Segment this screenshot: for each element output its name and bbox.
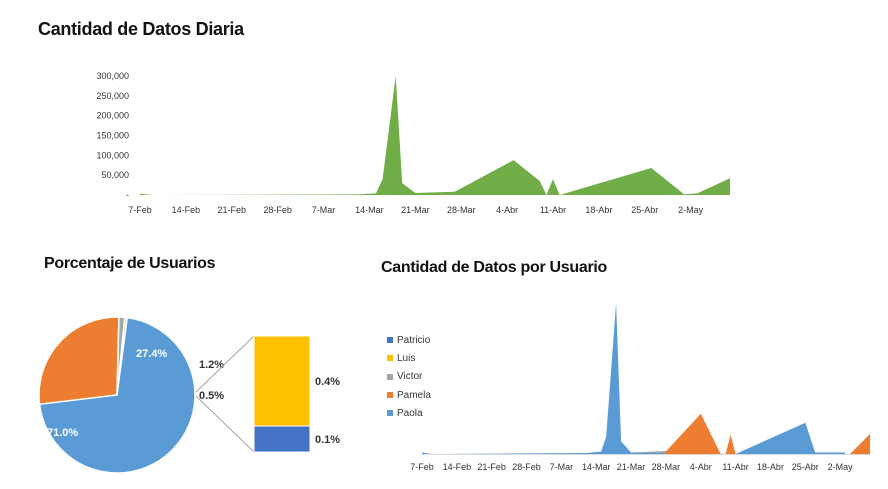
per-user-x-tick-label: 11-Abr — [722, 462, 748, 472]
daily-area-series — [140, 76, 730, 195]
per-user-x-tick-label: 21-Mar — [617, 462, 646, 472]
pie-slice-pamela — [38, 316, 120, 406]
daily-x-tick-label: 7-Mar — [312, 205, 336, 215]
legend-swatch — [387, 410, 393, 417]
daily-x-tick-label: 28-Feb — [263, 205, 292, 215]
legend-label: Pamela — [397, 389, 431, 401]
per-user-x-tick-label: 2-May — [828, 462, 854, 472]
per-user-x-tick-label: 18-Abr — [757, 462, 784, 472]
daily-y-tick-label: 50,000 — [101, 170, 129, 180]
per-user-area-paola — [422, 303, 846, 454]
legend-swatch — [387, 373, 393, 380]
bar-of-pie-patricio — [253, 425, 311, 453]
bar-of-pie-luis — [253, 335, 311, 427]
pie-label-luis-patricio: 0.5% — [199, 390, 224, 402]
per-user-x-tick-label: 14-Mar — [582, 462, 611, 472]
daily-x-tick-label: 14-Mar — [355, 205, 384, 215]
bar-of-pie-connector-top — [195, 335, 255, 393]
daily-x-tick-label: 21-Mar — [401, 205, 430, 215]
pie-slice-paola — [38, 316, 196, 474]
daily-y-tick-label: 300,000 — [96, 71, 129, 81]
pie-label-pamela: 27.4% — [136, 348, 167, 360]
per-user-x-tick-label: 28-Feb — [512, 462, 541, 472]
per-user-x-tick-label: 25-Abr — [792, 462, 819, 472]
legend-label: Paola — [397, 407, 423, 419]
legend-item-victor: Victor — [387, 368, 431, 386]
daily-x-tick-label: 2-May — [678, 205, 704, 215]
legend-swatch — [387, 355, 393, 362]
per-user-x-tick-label: 7-Feb — [410, 462, 434, 472]
daily-y-tick-label: 150,000 — [96, 131, 129, 141]
per-user-chart-title: Cantidad de Datos por Usuario — [381, 259, 607, 276]
daily-x-tick-label: 11-Abr — [540, 205, 566, 215]
daily-y-tick-label: 200,000 — [96, 111, 129, 121]
bar-of-pie-connector-bottom — [195, 395, 255, 453]
legend-label: Patricio — [397, 334, 431, 346]
daily-chart-title: Cantidad de Datos Diaria — [38, 19, 244, 39]
per-user-x-tick-label: 14-Feb — [443, 462, 472, 472]
daily-x-tick-label: 25-Abr — [631, 205, 658, 215]
daily-x-tick-label: 7-Feb — [128, 205, 152, 215]
daily-x-tick-label: 28-Mar — [447, 205, 476, 215]
per-user-legend: Patricio Luis Victor Pamela Paola — [387, 331, 431, 422]
pie-label-victor: 1.2% — [199, 359, 224, 371]
percentage-chart-title: Porcentaje de Usuarios — [44, 255, 216, 272]
legend-swatch — [387, 337, 393, 344]
pie-label-paola: 71.0% — [47, 427, 78, 439]
legend-label: Victor — [397, 371, 423, 383]
daily-y-tick-label: - — [126, 190, 129, 200]
per-user-x-tick-label: 4-Abr — [690, 462, 712, 472]
legend-item-patricio: Patricio — [387, 331, 431, 349]
daily-y-tick-label: 100,000 — [96, 150, 129, 160]
legend-swatch — [387, 392, 393, 399]
daily-y-tick-label: 250,000 — [96, 91, 129, 101]
daily-x-tick-label: 18-Abr — [585, 205, 612, 215]
daily-x-tick-label: 14-Feb — [172, 205, 201, 215]
per-user-x-tick-label: 21-Feb — [477, 462, 506, 472]
bar-of-pie-label-luis: 0.4% — [315, 376, 340, 388]
per-user-x-tick-label: 7-Mar — [550, 462, 574, 472]
legend-item-pamela: Pamela — [387, 386, 431, 404]
per-user-x-tick-label: 28-Mar — [652, 462, 681, 472]
bar-of-pie-label-patricio: 0.1% — [315, 434, 340, 446]
per-user-area-pamela — [665, 413, 870, 454]
daily-x-tick-label: 21-Feb — [218, 205, 247, 215]
legend-label: Luis — [397, 352, 416, 364]
legend-item-luis: Luis — [387, 349, 431, 367]
daily-x-tick-label: 4-Abr — [496, 205, 518, 215]
legend-item-paola: Paola — [387, 404, 431, 422]
